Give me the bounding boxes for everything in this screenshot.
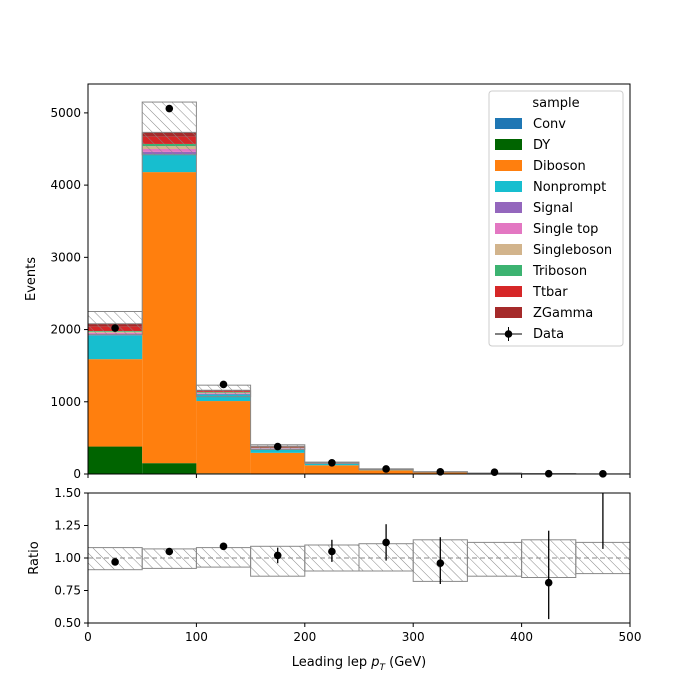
legend-label: DY [533,138,550,153]
ratio-point-2 [219,542,228,551]
bar-nonprompt-bin-0 [88,335,143,360]
ratio-y-tick-label-1.00: 1.00 [54,551,81,565]
x-axis-label-main: Leading lep [292,655,371,670]
bar-dy-bin-1 [142,463,197,474]
ratio-point-5 [382,538,390,547]
legend: sample Conv DY Diboson Nonprompt Signal Singl… [488,90,624,347]
main-y-tick-label-3000: 3000 [50,250,81,264]
x-axis-label-p: p [370,655,379,670]
ratio-y-ticks: 0.50 0.75 1.00 1.25 1.50 [54,486,88,630]
legend-item-singleboson: Singleboson [495,243,612,258]
legend-item-zgamma: ZGamma [495,306,593,321]
data-point-2 [219,380,228,389]
mc-total-outline [88,131,630,474]
legend-item-signal: Signal [495,201,573,216]
data-point-7 [490,468,499,476]
legend-swatch [495,265,522,276]
ratio-point-0 [111,558,119,566]
ratio-x-tick-label-300: 300 [402,630,425,644]
bar-nonprompt-bin-1 [142,154,197,173]
legend-item-diboson: Diboson [495,159,586,174]
bar-diboson-bin-1 [142,172,197,464]
ratio-points [111,493,604,620]
legend-label: Single top [533,222,598,237]
legend-label: Nonprompt [533,180,606,195]
legend-swatch [495,118,522,129]
ratio-y-tick-label-1.50: 1.50 [54,486,81,500]
ratio-band-bin-2 [195,547,252,568]
ratio-point-3 [273,551,282,560]
ratio-x-tick-label-0: 0 [84,630,92,644]
main-y-tick-label-4000: 4000 [50,178,81,192]
data-point-4 [328,459,336,467]
ratio-x-ticks: 0 100 200 300 400 500 [84,623,641,644]
main-x-ticks [87,474,631,478]
main-y-axis-label: Events [24,257,39,301]
legend-item-single-top: Single top [495,222,598,237]
legend-label: Conv [533,117,566,132]
bar-diboson-bin-3 [250,452,305,474]
legend-swatch [495,286,522,297]
ratio-y-tick-label-1.25: 1.25 [54,519,81,533]
legend-item-data: Data [495,327,564,342]
legend-item-nonprompt: Nonprompt [495,180,606,195]
bar-dy-bin-0 [88,446,143,474]
main-y-ticks: 0 1000 2000 3000 4000 5000 [50,106,88,481]
main-y-tick-label-2000: 2000 [50,323,81,337]
ratio-point-1 [165,547,174,556]
main-y-tick-label-0: 0 [73,467,81,481]
x-axis-label-unit: (GeV) [385,655,426,670]
ratio-x-tick-label-100: 100 [185,630,208,644]
legend-label: Ttbar [532,285,568,300]
legend-label: Triboson [532,264,587,279]
ratio-point-4 [328,547,336,556]
main-axes-frame [87,83,631,475]
ratio-y-tick-label-0.75: 0.75 [54,584,81,598]
legend-swatch [495,244,522,255]
main-plot: 0 1000 2000 3000 4000 5000 Events [24,83,631,481]
legend-item-triboson: Triboson [495,264,587,279]
legend-item-conv: Conv [495,117,566,132]
x-axis-label: Leading lep pT (GeV) [292,655,426,673]
ratio-plot: 0.50 0.75 1.00 1.25 1.50 0 100 200 300 400 500 Ra… [27,486,641,673]
x-axis-label-sub: T [379,663,386,673]
legend-item-ttbar: Ttbar [495,285,568,300]
data-point-1 [165,104,174,113]
legend-label: Diboson [533,159,586,174]
data-point-5 [382,465,390,473]
bar-diboson-bin-4 [304,465,359,474]
legend-swatch [495,223,522,234]
ratio-point-6 [436,559,445,567]
ratio-y-axis-label: Ratio [27,541,42,574]
bar-diboson-bin-0 [88,359,143,447]
bar-diboson-bin-2 [196,401,251,474]
data-point-3 [273,442,282,451]
legend-swatch [495,139,522,150]
main-y-tick-label-5000: 5000 [50,106,81,120]
bar-nonprompt-bin-2 [196,394,251,402]
ratio-y-tick-label-0.50: 0.50 [54,616,81,630]
ratio-x-tick-label-400: 400 [510,630,533,644]
legend-label: ZGamma [533,306,593,321]
legend-item-dy: DY [495,138,550,153]
legend-label: Singleboson [533,243,612,258]
legend-label: Signal [533,201,573,216]
legend-swatch [495,202,522,213]
main-y-tick-label-1000: 1000 [50,395,81,409]
bar-nonprompt-bin-3 [250,448,305,453]
legend-data-marker [504,330,513,338]
data-point-0 [111,324,119,332]
legend-swatch [495,181,522,192]
ratio-x-tick-label-200: 200 [293,630,316,644]
legend-label: Data [533,327,564,342]
legend-swatch [495,160,522,171]
ratio-band-bin-7 [466,541,523,577]
legend-box [488,90,624,347]
legend-title: sample [532,96,579,111]
ratio-x-tick-label-500: 500 [619,630,642,644]
legend-swatch [495,307,522,318]
ratio-point-8 [544,578,553,587]
